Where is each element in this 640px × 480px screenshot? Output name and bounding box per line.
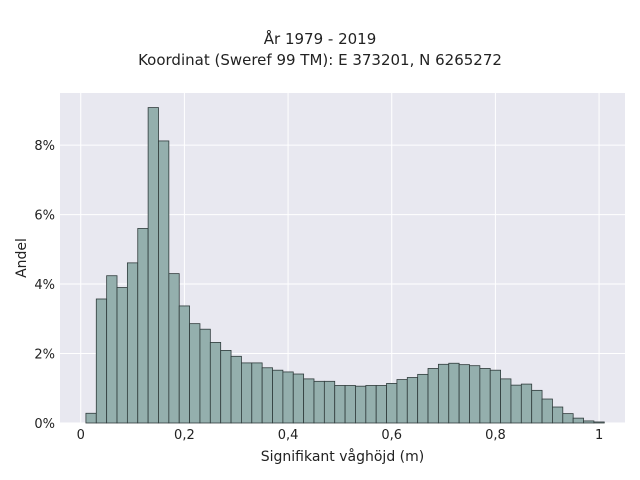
bars (85, 107, 605, 424)
x-tick-label: 0,6 (381, 428, 402, 443)
histogram-bar (282, 371, 294, 424)
x-tick-label: 0 (77, 428, 85, 443)
histogram-bar (137, 228, 149, 424)
histogram-bar (386, 382, 398, 424)
histogram-bar (272, 369, 284, 424)
histogram-bar (313, 380, 325, 424)
x-axis-label: Signifikant våghöjd (m) (261, 448, 424, 465)
histogram-bar (479, 368, 491, 424)
y-tick-label: 2% (34, 348, 55, 363)
histogram-bar (126, 262, 139, 424)
histogram-bar (85, 412, 97, 424)
histogram-bar (510, 384, 522, 424)
histogram-bar (552, 406, 564, 424)
histogram-bar (406, 377, 419, 424)
histogram-bar (230, 355, 242, 424)
y-tick-label: 4% (34, 278, 55, 293)
histogram-bar (541, 398, 553, 424)
y-axis-ticks: 0% 2% 4% 6% 8% (34, 139, 55, 432)
histogram-bar (241, 362, 253, 424)
histogram-bar (572, 417, 584, 424)
histogram-bar (168, 273, 180, 424)
histogram-bar (562, 413, 574, 424)
histogram-bar (106, 275, 118, 424)
histogram-bar (209, 342, 222, 424)
x-tick-label: 0,4 (278, 428, 299, 443)
histogram-bar (500, 378, 512, 424)
histogram-bar (189, 323, 201, 424)
histogram-bar (116, 287, 128, 424)
x-tick-label: 0,8 (485, 428, 506, 443)
histogram-bar (261, 367, 273, 424)
histogram-bar (344, 385, 356, 424)
histogram-bar (158, 140, 170, 424)
histogram-bar (448, 362, 460, 424)
histogram-bar (220, 349, 232, 424)
x-tick-label: 0,2 (174, 428, 195, 443)
histogram-bar (583, 420, 595, 424)
histogram-bar (520, 383, 533, 424)
histogram-bar (437, 363, 450, 424)
histogram-bar (199, 328, 211, 424)
histogram-bar (334, 385, 346, 424)
y-tick-label: 0% (34, 417, 55, 432)
histogram-bar (427, 368, 439, 424)
y-tick-label: 8% (34, 139, 55, 154)
histogram-bar (292, 373, 305, 424)
histogram-bar (396, 379, 408, 424)
histogram-bar (251, 362, 263, 424)
histogram-bar (593, 421, 605, 424)
histogram-bar (458, 364, 470, 424)
histogram-bar (323, 380, 336, 424)
histogram-bar (303, 378, 315, 424)
histogram-bar (489, 369, 501, 424)
y-axis-label: Andel (14, 238, 30, 278)
chart-title: År 1979 - 2019 (263, 30, 377, 48)
histogram-bar (417, 373, 429, 424)
chart-subtitle: Koordinat (Sweref 99 TM): E 373201, N 62… (138, 51, 502, 69)
x-tick-label: 1 (595, 428, 603, 443)
histogram-bar (469, 365, 481, 424)
y-tick-label: 6% (34, 209, 55, 224)
histogram-bar (365, 385, 377, 424)
histogram-bar (147, 107, 159, 424)
histogram-bar (178, 305, 190, 424)
histogram-bar (531, 389, 543, 424)
x-axis-ticks: 0 0,2 0,4 0,6 0,8 1 (77, 428, 604, 443)
histogram-bar (355, 385, 367, 424)
histogram-bar (375, 385, 387, 424)
histogram-bar (95, 298, 108, 424)
